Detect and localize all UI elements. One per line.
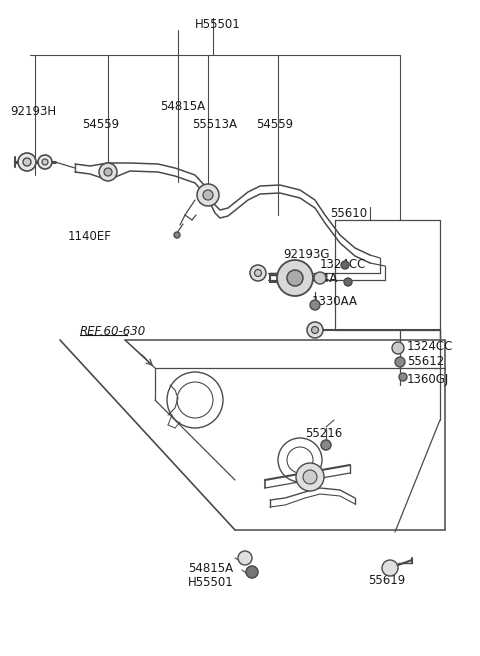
Circle shape (250, 265, 266, 281)
Text: 54815A: 54815A (160, 100, 205, 113)
Circle shape (307, 322, 323, 338)
Text: 1330AA: 1330AA (312, 295, 358, 308)
Text: 55216: 55216 (305, 427, 342, 440)
Circle shape (314, 272, 326, 284)
Text: 92193H: 92193H (10, 105, 56, 118)
Text: 1324CC: 1324CC (407, 340, 454, 353)
Circle shape (18, 153, 36, 171)
Text: 55619: 55619 (368, 574, 405, 587)
Circle shape (341, 261, 349, 269)
Text: 1324CC: 1324CC (320, 258, 366, 271)
Text: 1360GJ: 1360GJ (407, 373, 449, 386)
Circle shape (23, 158, 31, 166)
Circle shape (382, 560, 398, 576)
Text: 54559: 54559 (82, 118, 119, 131)
Circle shape (277, 260, 313, 296)
Text: 55513A: 55513A (192, 118, 237, 131)
Circle shape (395, 357, 405, 367)
Text: H55501: H55501 (188, 576, 234, 589)
Text: 55610: 55610 (330, 207, 367, 220)
Text: 92193G: 92193G (283, 248, 329, 261)
Circle shape (104, 168, 112, 176)
Circle shape (254, 270, 262, 276)
Circle shape (312, 327, 319, 333)
Circle shape (392, 342, 404, 354)
Circle shape (296, 463, 324, 491)
Text: REF.60-630: REF.60-630 (80, 325, 146, 338)
Text: 55614A: 55614A (292, 272, 337, 285)
Text: 55612: 55612 (407, 355, 444, 368)
Circle shape (399, 373, 407, 381)
Circle shape (310, 300, 320, 310)
Circle shape (321, 440, 331, 450)
Circle shape (287, 270, 303, 286)
Circle shape (246, 566, 258, 578)
Text: 54559: 54559 (256, 118, 293, 131)
Circle shape (303, 470, 317, 484)
Circle shape (99, 163, 117, 181)
Circle shape (38, 155, 52, 169)
Circle shape (203, 190, 213, 200)
Text: 1140EF: 1140EF (68, 230, 112, 243)
Circle shape (42, 159, 48, 165)
Circle shape (344, 278, 352, 286)
Text: 54815A: 54815A (188, 562, 233, 575)
Circle shape (238, 551, 252, 565)
Text: H55501: H55501 (195, 18, 241, 31)
Circle shape (197, 184, 219, 206)
Circle shape (174, 232, 180, 238)
